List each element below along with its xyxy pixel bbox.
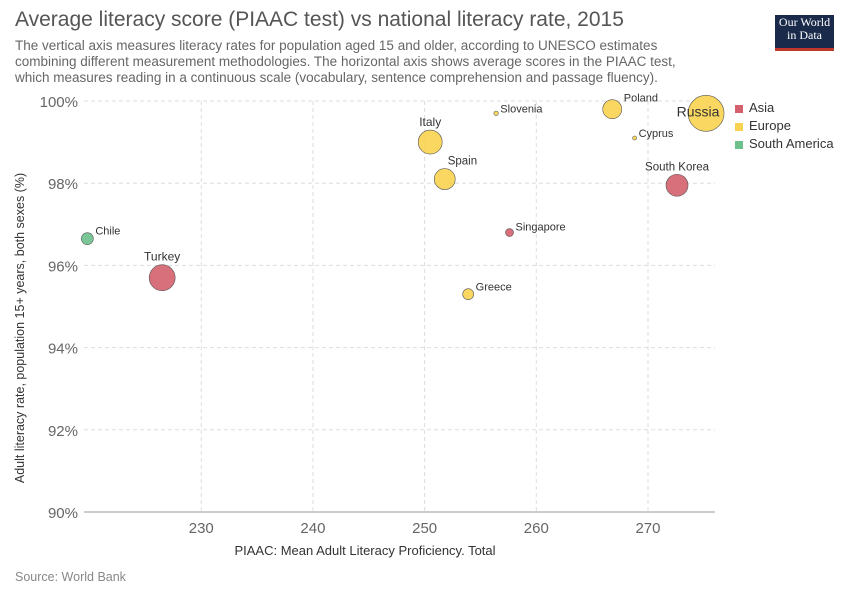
- x-tick-label: 230: [189, 520, 214, 537]
- label-russia: Russia: [677, 103, 720, 119]
- x-tick-label: 240: [300, 520, 325, 537]
- point-poland[interactable]: [602, 99, 623, 120]
- y-tick-label: 94%: [48, 341, 78, 358]
- label-spain: Spain: [448, 156, 477, 168]
- legend-swatch-asia: [735, 104, 743, 113]
- y-axis-title: Adult literacy rate, population 15+ year…: [13, 173, 27, 483]
- legend-item-south-america[interactable]: South America: [735, 136, 834, 151]
- point-labels: Russia Turkey Italy South Korea Spain Poland C…: [95, 93, 719, 294]
- subtitle-line-2: combining different measurement methodol…: [15, 54, 676, 69]
- legend-item-europe[interactable]: Europe: [735, 118, 791, 133]
- point-spain[interactable]: [433, 168, 456, 190]
- logo-line-2: in Data: [787, 28, 822, 42]
- subtitle-line-1: The vertical axis measures literacy rate…: [15, 38, 658, 53]
- legend-swatch-europe: [735, 122, 743, 131]
- legend-label-asia: Asia: [749, 100, 775, 115]
- point-russia[interactable]: [687, 95, 725, 132]
- point-turkey[interactable]: [148, 264, 176, 292]
- grid-layer: [84, 100, 715, 513]
- legend-item-asia[interactable]: Asia: [735, 100, 774, 115]
- x-tick-label: 270: [635, 520, 660, 537]
- label-italy: Italy: [419, 115, 441, 129]
- label-singapore: Singapore: [516, 222, 566, 234]
- label-greece: Greece: [476, 282, 512, 294]
- y-tick-label: 100%: [40, 94, 78, 111]
- chart-title: Average literacy score (PIAAC test) vs n…: [15, 8, 624, 31]
- x-axis-title: PIAAC: Mean Adult Literacy Proficiency. …: [234, 543, 495, 558]
- point-slovenia[interactable]: [493, 110, 499, 116]
- legend-label-south-america: South America: [749, 136, 834, 151]
- logo-line-1: Our World: [778, 15, 831, 29]
- legend-swatch-south-america: [735, 140, 743, 149]
- label-poland: Poland: [624, 93, 658, 105]
- data-points: [81, 95, 725, 300]
- label-cyprus: Cyprus: [639, 128, 674, 140]
- point-greece[interactable]: [462, 288, 474, 300]
- point-italy[interactable]: [417, 129, 443, 155]
- our-world-in-data-logo[interactable]: Our World in Data: [775, 15, 834, 51]
- point-cyprus[interactable]: [632, 135, 637, 141]
- source-note: Source: World Bank: [15, 570, 126, 584]
- legend-label-europe: Europe: [749, 118, 791, 133]
- x-tick-label: 260: [524, 520, 549, 537]
- label-south-korea: South Korea: [645, 161, 710, 173]
- y-tick-label: 92%: [48, 423, 78, 440]
- y-tick-label: 90%: [48, 505, 78, 522]
- label-turkey: Turkey: [144, 250, 180, 264]
- axis-layer: 90% 92% 94% 96% 98% 100% 230 240 250 260 270: [40, 94, 715, 537]
- point-singapore[interactable]: [505, 228, 514, 237]
- label-slovenia: Slovenia: [500, 103, 543, 115]
- y-tick-label: 96%: [48, 258, 78, 275]
- subtitle-line-3: which measures reading in a continuous s…: [15, 70, 658, 85]
- label-chile: Chile: [95, 226, 120, 238]
- point-south-korea[interactable]: [665, 173, 689, 197]
- point-chile[interactable]: [81, 232, 94, 245]
- x-tick-label: 250: [412, 520, 437, 537]
- y-tick-label: 98%: [48, 176, 78, 193]
